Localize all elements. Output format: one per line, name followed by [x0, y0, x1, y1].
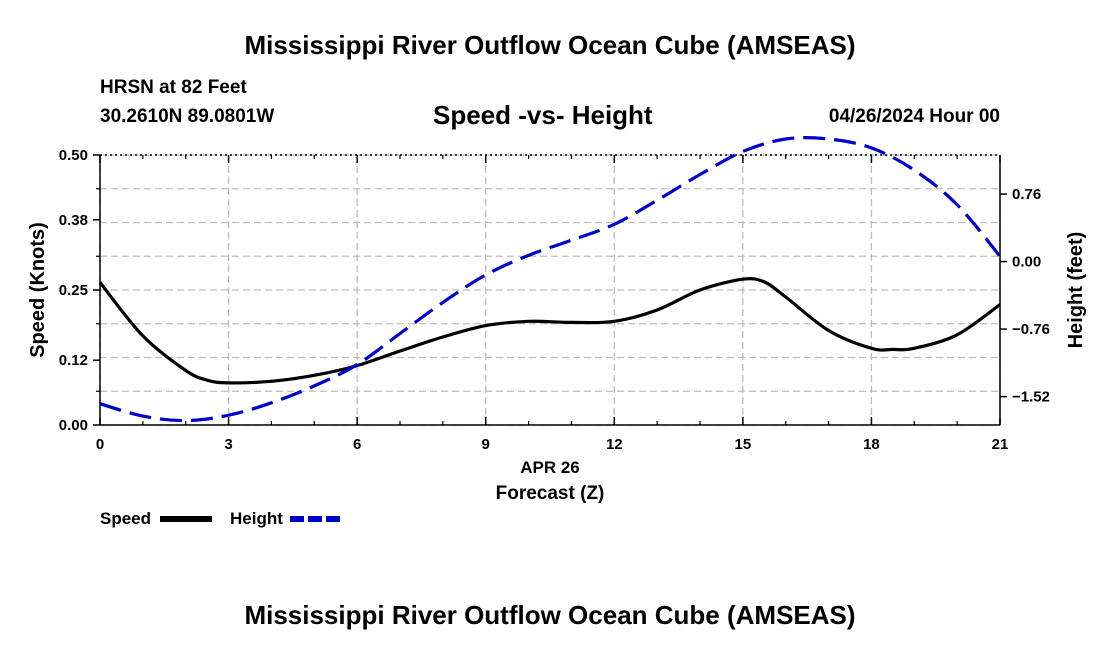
y-right-tick-label: 0.00	[1012, 254, 1041, 271]
x-tick-label: 21	[992, 436, 1009, 453]
y-right-tick-label: 0.76	[1012, 186, 1041, 203]
legend-height-swatch	[290, 516, 342, 522]
y-left-axis-title: Speed (Knots)	[27, 222, 49, 358]
y-right-tick-label: −1.52	[1012, 389, 1050, 406]
x-tick-label: 18	[863, 436, 880, 453]
y-right-tick-label: −0.76	[1012, 321, 1050, 338]
y-left-tick-label: 0.25	[59, 282, 88, 299]
y-left-tick-label: 0.50	[59, 147, 88, 164]
chart-title: Mississippi River Outflow Ocean Cube (AM…	[244, 30, 856, 60]
footer-title: Mississippi River Outflow Ocean Cube (AM…	[244, 600, 856, 630]
legend-height-label: Height	[230, 509, 283, 528]
y-left-tick-label: 0.00	[59, 417, 88, 434]
coordinates-label: 30.2610N 89.0801W	[100, 106, 275, 127]
height-series-line	[99, 136, 1002, 423]
station-label: HRSN at 82 Feet	[100, 77, 247, 98]
x-tick-label: 0	[96, 436, 104, 453]
x-tick-label: 9	[482, 436, 490, 453]
chart-subtitle: Speed -vs- Height	[433, 100, 653, 130]
speed-series-line	[98, 277, 1001, 385]
y-left-tick-label: 0.12	[59, 352, 88, 369]
forecast-datetime: 04/26/2024 Hour 00	[828, 106, 1000, 127]
y-right-axis-title: Height (feet)	[1065, 232, 1087, 349]
x-date-label: APR 26	[520, 458, 580, 477]
x-tick-label: 12	[606, 436, 623, 453]
legend-speed-swatch	[160, 516, 212, 522]
x-tick-label: 15	[735, 436, 752, 453]
x-tick-label: 6	[353, 436, 361, 453]
y-left-tick-label: 0.38	[59, 212, 88, 229]
legend-speed-label: Speed	[100, 509, 152, 528]
x-axis-title: Forecast (Z)	[495, 483, 605, 504]
x-tick-label: 3	[224, 436, 232, 453]
